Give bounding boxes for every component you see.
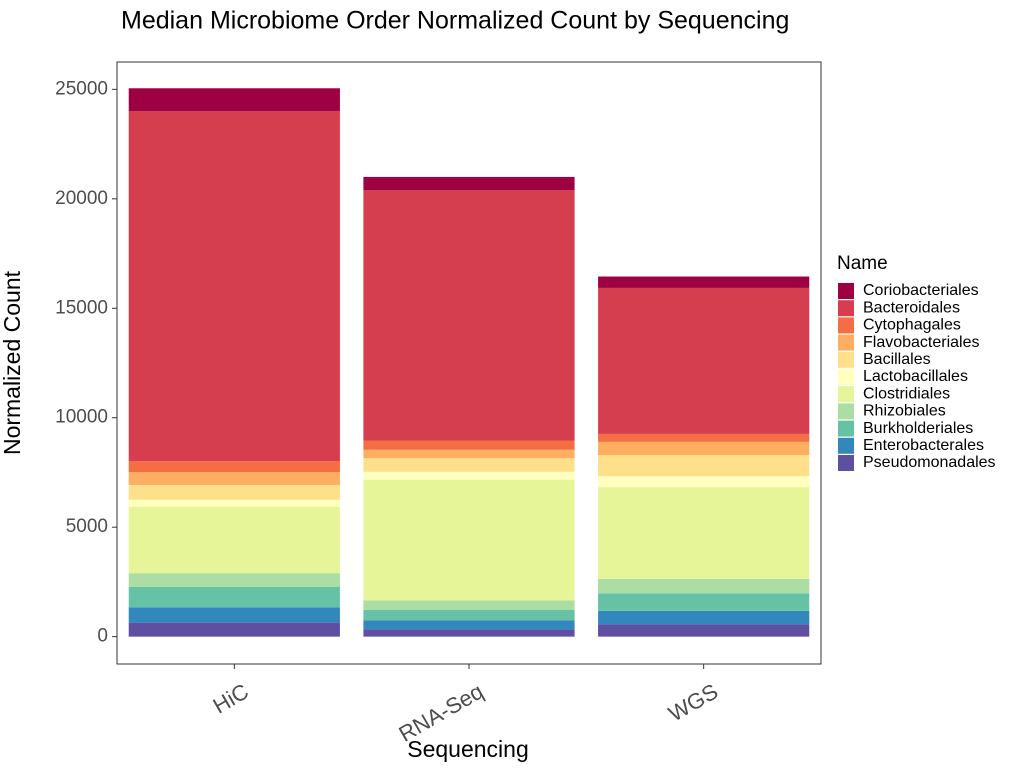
bar-segment-rna-seq-bacteroidales [363, 190, 575, 441]
x-axis-title: Sequencing [407, 736, 529, 762]
bar-stack-hic [128, 88, 340, 637]
y-tick-label: 15000 [55, 297, 108, 318]
bar-segment-wgs-rhizobiales [598, 578, 810, 594]
bar-segment-hic-clostridiales [128, 506, 340, 574]
legend-label: Cytophagales [863, 317, 961, 334]
bar-segment-rna-seq-bacillales [363, 458, 575, 472]
legend-swatch [838, 455, 854, 471]
legend-swatch [838, 437, 854, 454]
bar-segment-wgs-flavobacteriales [598, 441, 810, 456]
bar-segment-wgs-clostridiales [598, 487, 810, 579]
y-tick-label: 10000 [55, 407, 108, 428]
bar-segment-hic-bacillales [128, 484, 340, 500]
chart-title: Median Microbiome Order Normalized Count… [121, 7, 789, 35]
legend-item-lactobacillales: Lactobacillales [838, 368, 968, 385]
legend-item-rhizobiales: Rhizobiales [838, 403, 946, 420]
bar-segment-hic-flavobacteriales [128, 472, 340, 485]
legend-item-bacteroidales: Bacteroidales [838, 299, 960, 316]
legend-label: Burkholderiales [863, 420, 973, 437]
legend-label: Rhizobiales [863, 403, 946, 420]
legend-swatch [838, 334, 854, 351]
legend-swatch [838, 317, 854, 334]
bar-segment-hic-enterobacterales [128, 607, 340, 623]
legend-item-pseudomonadales: Pseudomonadales [838, 454, 996, 471]
bar-segment-wgs-enterobacterales [598, 610, 810, 625]
bar-segment-rna-seq-cytophagales [363, 440, 575, 450]
legend-item-coriobacteriales: Coriobacteriales [838, 282, 979, 299]
x-tick-label-hic: HiC [209, 678, 253, 718]
bar-segment-hic-burkholderiales [128, 586, 340, 608]
bar-segment-hic-pseudomonadales [128, 622, 340, 637]
legend-item-cytophagales: Cytophagales [838, 317, 961, 334]
legend-item-burkholderiales: Burkholderiales [838, 420, 973, 437]
bar-segment-hic-lactobacillales [128, 499, 340, 507]
bar-segment-wgs-cytophagales [598, 433, 810, 442]
legend-label: Bacillales [863, 351, 931, 368]
legend-swatch [838, 351, 854, 368]
y-tick-label: 5000 [66, 516, 108, 537]
bar-segment-wgs-pseudomonadales [598, 624, 810, 637]
bar-segment-rna-seq-burkholderiales [363, 609, 575, 621]
legend-swatch [838, 283, 854, 299]
legend-label: Lactobacillales [863, 368, 968, 385]
legend-label: Enterobacterales [863, 437, 984, 454]
legend-swatch [838, 300, 854, 317]
bar-segment-hic-bacteroidales [128, 111, 340, 462]
legend-item-flavobacteriales: Flavobacteriales [838, 334, 980, 351]
legend-swatch [838, 403, 854, 420]
legend-swatch [838, 420, 854, 437]
bar-segment-rna-seq-pseudomonadales [363, 629, 575, 637]
bar-segment-wgs-bacillales [598, 455, 810, 477]
legend-swatch [838, 386, 854, 403]
bar-segment-wgs-bacteroidales [598, 287, 810, 434]
bar-segment-rna-seq-clostridiales [363, 479, 575, 601]
y-axis: 0 5000 10000 15000 20000 25000 [55, 78, 117, 647]
bar-segment-rna-seq-coriobacteriales [363, 176, 575, 191]
bar-segment-hic-coriobacteriales [128, 88, 340, 112]
bar-segment-rna-seq-flavobacteriales [363, 449, 575, 459]
y-tick-label: 20000 [55, 188, 108, 209]
bars-layer [128, 88, 810, 637]
x-axis: HiC RNA-Seq WGS [209, 664, 722, 747]
bar-segment-hic-cytophagales [128, 461, 340, 473]
legend-item-enterobacterales: Enterobacterales [838, 437, 984, 454]
legend-swatch [838, 369, 854, 385]
bar-segment-rna-seq-enterobacterales [363, 620, 575, 630]
bar-segment-wgs-coriobacteriales [598, 276, 810, 288]
legend-label: Pseudomonadales [863, 454, 996, 471]
legend-item-clostridiales: Clostridiales [838, 385, 950, 402]
legend-label: Bacteroidales [863, 299, 960, 316]
legend-label: Clostridiales [863, 385, 950, 402]
y-tick-label: 25000 [55, 78, 108, 99]
bar-segment-rna-seq-lactobacillales [363, 471, 575, 480]
legend-label: Flavobacteriales [863, 334, 980, 351]
legend: Name CoriobacterialesBacteroidalesCytoph… [837, 253, 996, 471]
bar-stack-wgs [598, 276, 810, 637]
legend-item-bacillales: Bacillales [838, 351, 931, 368]
bar-segment-hic-rhizobiales [128, 573, 340, 587]
legend-title: Name [837, 253, 888, 274]
bar-segment-wgs-lactobacillales [598, 476, 810, 488]
bar-segment-rna-seq-rhizobiales [363, 600, 575, 610]
legend-label: Coriobacteriales [863, 282, 979, 299]
bar-stack-rna-seq [363, 176, 575, 637]
y-tick-label: 0 [97, 626, 108, 647]
x-tick-label-wgs: WGS [664, 679, 722, 727]
y-axis-title: Normalized Count [0, 270, 25, 455]
bar-segment-wgs-burkholderiales [598, 593, 810, 611]
